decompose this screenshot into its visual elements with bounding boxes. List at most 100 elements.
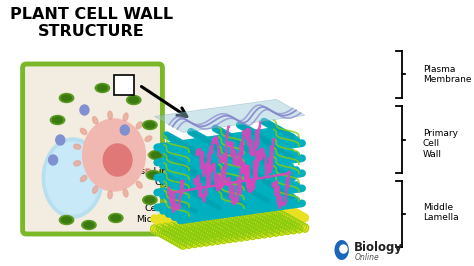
Circle shape bbox=[176, 235, 184, 243]
Circle shape bbox=[191, 219, 199, 227]
Circle shape bbox=[175, 216, 182, 224]
Circle shape bbox=[227, 219, 234, 227]
Circle shape bbox=[182, 225, 189, 232]
Circle shape bbox=[177, 225, 183, 233]
Circle shape bbox=[157, 228, 165, 237]
Circle shape bbox=[231, 234, 239, 242]
Circle shape bbox=[230, 217, 238, 225]
Circle shape bbox=[173, 225, 180, 233]
Ellipse shape bbox=[145, 168, 152, 174]
Circle shape bbox=[186, 225, 194, 233]
Circle shape bbox=[244, 224, 251, 232]
Text: Online: Online bbox=[354, 253, 379, 263]
Circle shape bbox=[276, 218, 284, 226]
Circle shape bbox=[180, 233, 187, 242]
Circle shape bbox=[183, 231, 191, 239]
Ellipse shape bbox=[111, 215, 121, 221]
Circle shape bbox=[172, 232, 179, 241]
Circle shape bbox=[178, 236, 186, 245]
Circle shape bbox=[279, 209, 286, 217]
Text: PLANT CELL WALL
STRUCTURE: PLANT CELL WALL STRUCTURE bbox=[10, 7, 173, 39]
Circle shape bbox=[283, 207, 289, 215]
Text: Plasma
Membrane: Plasma Membrane bbox=[423, 65, 472, 84]
Circle shape bbox=[177, 230, 184, 237]
Circle shape bbox=[185, 220, 193, 228]
Circle shape bbox=[197, 216, 204, 224]
Ellipse shape bbox=[98, 85, 107, 91]
Circle shape bbox=[155, 227, 163, 236]
Circle shape bbox=[240, 214, 247, 222]
Circle shape bbox=[232, 204, 239, 211]
Circle shape bbox=[172, 218, 178, 226]
Ellipse shape bbox=[127, 95, 141, 105]
Circle shape bbox=[230, 215, 237, 222]
Circle shape bbox=[219, 223, 227, 231]
Circle shape bbox=[284, 226, 291, 235]
Circle shape bbox=[245, 219, 252, 226]
Circle shape bbox=[224, 225, 232, 234]
Circle shape bbox=[178, 222, 185, 230]
Circle shape bbox=[255, 208, 262, 216]
FancyBboxPatch shape bbox=[23, 64, 163, 234]
Circle shape bbox=[214, 222, 220, 229]
Circle shape bbox=[270, 217, 277, 225]
Circle shape bbox=[222, 216, 230, 225]
Ellipse shape bbox=[146, 171, 161, 180]
Circle shape bbox=[280, 216, 287, 225]
Circle shape bbox=[228, 223, 235, 232]
Circle shape bbox=[176, 221, 182, 228]
Circle shape bbox=[232, 214, 239, 222]
Circle shape bbox=[209, 219, 216, 227]
Circle shape bbox=[254, 226, 262, 234]
Circle shape bbox=[294, 220, 302, 228]
Circle shape bbox=[163, 213, 169, 221]
Circle shape bbox=[299, 223, 307, 231]
Circle shape bbox=[271, 209, 278, 217]
Circle shape bbox=[232, 224, 239, 231]
Circle shape bbox=[165, 219, 173, 227]
Circle shape bbox=[221, 220, 228, 228]
Circle shape bbox=[211, 208, 218, 216]
Circle shape bbox=[194, 225, 202, 233]
Circle shape bbox=[227, 217, 234, 224]
Circle shape bbox=[218, 226, 226, 235]
Circle shape bbox=[242, 227, 250, 236]
Circle shape bbox=[206, 221, 212, 229]
Circle shape bbox=[175, 228, 182, 236]
Circle shape bbox=[217, 215, 223, 223]
Circle shape bbox=[189, 226, 196, 234]
Circle shape bbox=[295, 210, 302, 218]
Circle shape bbox=[266, 214, 273, 222]
Circle shape bbox=[251, 210, 258, 218]
Circle shape bbox=[151, 215, 158, 223]
Circle shape bbox=[264, 215, 272, 223]
Circle shape bbox=[203, 228, 210, 235]
Circle shape bbox=[151, 225, 158, 233]
Circle shape bbox=[185, 240, 192, 248]
Circle shape bbox=[279, 211, 287, 220]
Circle shape bbox=[219, 209, 226, 216]
Circle shape bbox=[192, 224, 200, 232]
Circle shape bbox=[209, 207, 216, 214]
Circle shape bbox=[179, 228, 187, 237]
Circle shape bbox=[166, 226, 174, 234]
Circle shape bbox=[191, 217, 198, 225]
Circle shape bbox=[193, 218, 200, 226]
Circle shape bbox=[261, 222, 269, 230]
Circle shape bbox=[208, 222, 215, 230]
Circle shape bbox=[184, 213, 191, 221]
Circle shape bbox=[212, 222, 219, 231]
Circle shape bbox=[297, 221, 304, 230]
Circle shape bbox=[281, 211, 288, 218]
Circle shape bbox=[229, 232, 237, 241]
Circle shape bbox=[204, 212, 211, 220]
Circle shape bbox=[224, 233, 231, 242]
Circle shape bbox=[283, 212, 290, 219]
Circle shape bbox=[274, 217, 282, 225]
Circle shape bbox=[203, 230, 210, 238]
Circle shape bbox=[272, 215, 279, 224]
Circle shape bbox=[153, 216, 160, 224]
Circle shape bbox=[262, 214, 269, 222]
Circle shape bbox=[210, 221, 217, 230]
Circle shape bbox=[203, 220, 210, 227]
